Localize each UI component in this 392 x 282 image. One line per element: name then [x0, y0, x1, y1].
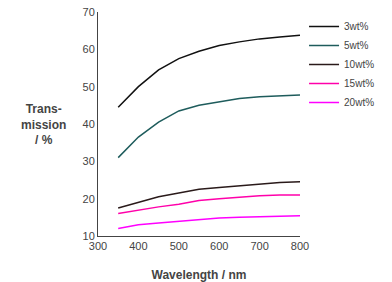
svg-text:60: 60	[83, 43, 95, 55]
svg-text:700: 700	[250, 240, 268, 252]
svg-text:500: 500	[170, 240, 188, 252]
svg-text:50: 50	[83, 81, 95, 93]
svg-text:10: 10	[83, 230, 95, 242]
svg-text:300: 300	[89, 240, 107, 252]
svg-text:800: 800	[291, 240, 309, 252]
svg-text:Trans-mission/ %: Trans-mission/ %	[21, 102, 66, 147]
svg-text:30: 30	[83, 155, 95, 167]
svg-text:20: 20	[83, 193, 95, 205]
svg-text:400: 400	[129, 240, 147, 252]
svg-text:5wt%: 5wt%	[344, 40, 369, 51]
svg-text:10wt%: 10wt%	[344, 59, 374, 70]
svg-text:20wt%: 20wt%	[344, 97, 374, 108]
svg-text:Wavelength / nm: Wavelength / nm	[152, 268, 247, 282]
svg-text:3wt%: 3wt%	[344, 21, 369, 32]
svg-text:40: 40	[83, 118, 95, 130]
svg-text:600: 600	[210, 240, 228, 252]
svg-text:70: 70	[83, 6, 95, 18]
svg-text:15wt%: 15wt%	[344, 78, 374, 89]
